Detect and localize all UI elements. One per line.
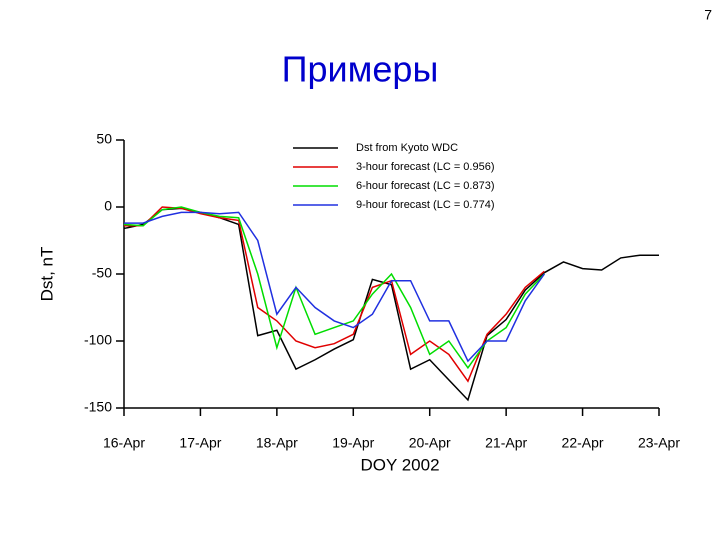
x-axis-label: DOY 2002 — [360, 455, 439, 474]
y-tick-label: -50 — [92, 265, 112, 281]
series-line — [123, 206, 545, 370]
x-tick-label: 16-Apr — [103, 435, 145, 451]
x-tick-label: 18-Apr — [256, 435, 298, 451]
series-line — [124, 211, 545, 363]
series-line — [123, 207, 659, 402]
legend-label: 6-hour forecast (LC = 0.873) — [356, 180, 495, 192]
page-number: 7 — [704, 7, 712, 23]
legend-label: 3-hour forecast (LC = 0.956) — [356, 161, 495, 173]
y-tick-label: 50 — [96, 131, 112, 147]
x-tick-label: 23-Apr — [638, 435, 680, 451]
x-tick-label: 21-Apr — [485, 435, 527, 451]
x-tick-label: 20-Apr — [409, 435, 451, 451]
y-axis-label: Dst, nT — [37, 247, 56, 302]
x-tick-label: 17-Apr — [179, 435, 221, 451]
y-tick-label: 0 — [104, 198, 112, 214]
slide-title: Примеры — [282, 49, 439, 90]
legend-label: 9-hour forecast (LC = 0.774) — [356, 199, 495, 211]
y-tick-label: -150 — [84, 399, 112, 415]
x-tick-label: 22-Apr — [562, 435, 604, 451]
y-tick-label: -100 — [84, 332, 112, 348]
x-tick-label: 19-Apr — [332, 435, 374, 451]
legend-label: Dst from Kyoto WDC — [356, 142, 458, 154]
